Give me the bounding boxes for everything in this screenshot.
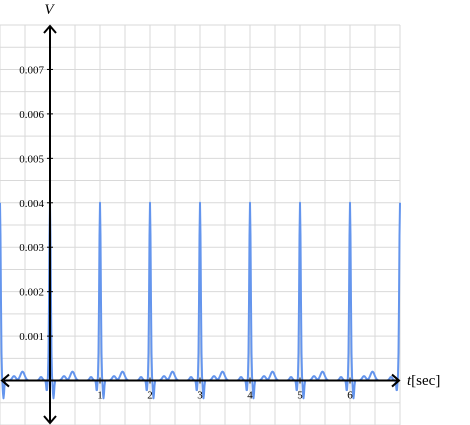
y-tick-label: 0.005 bbox=[19, 153, 44, 165]
x-tick-label: 2 bbox=[147, 390, 153, 402]
y-axis-title: V bbox=[44, 2, 55, 18]
y-tick-label: 0.004 bbox=[19, 198, 44, 210]
x-tick-label: 1 bbox=[97, 390, 103, 402]
x-tick-label: 4 bbox=[247, 390, 253, 402]
y-axis-arrow-bottom bbox=[43, 415, 57, 425]
y-tick-label: 0.006 bbox=[19, 109, 44, 121]
x-axis-arrow-right bbox=[391, 373, 401, 388]
ticks: 1 2 3 4 5 6 0.001 0.002 0.003 0.004 0.005 0.006 0.00… bbox=[19, 64, 353, 401]
x-axis-title: t[sec] bbox=[407, 373, 440, 389]
y-tick-label: 0.002 bbox=[19, 287, 44, 299]
x-axis-title-var: t bbox=[407, 373, 412, 389]
x-tick-label: 6 bbox=[347, 390, 353, 402]
y-tick-label: 0.001 bbox=[19, 331, 44, 343]
y-tick-label: 0.007 bbox=[19, 64, 44, 76]
axes bbox=[0, 24, 401, 425]
y-axis-arrow-top bbox=[43, 24, 57, 34]
y-tick-label: 0.003 bbox=[19, 242, 44, 254]
x-axis-title-unit: [sec] bbox=[411, 373, 440, 389]
x-tick-label: 5 bbox=[297, 390, 303, 402]
x-tick-label: 3 bbox=[197, 390, 203, 402]
x-axis-arrow-left bbox=[0, 373, 10, 388]
